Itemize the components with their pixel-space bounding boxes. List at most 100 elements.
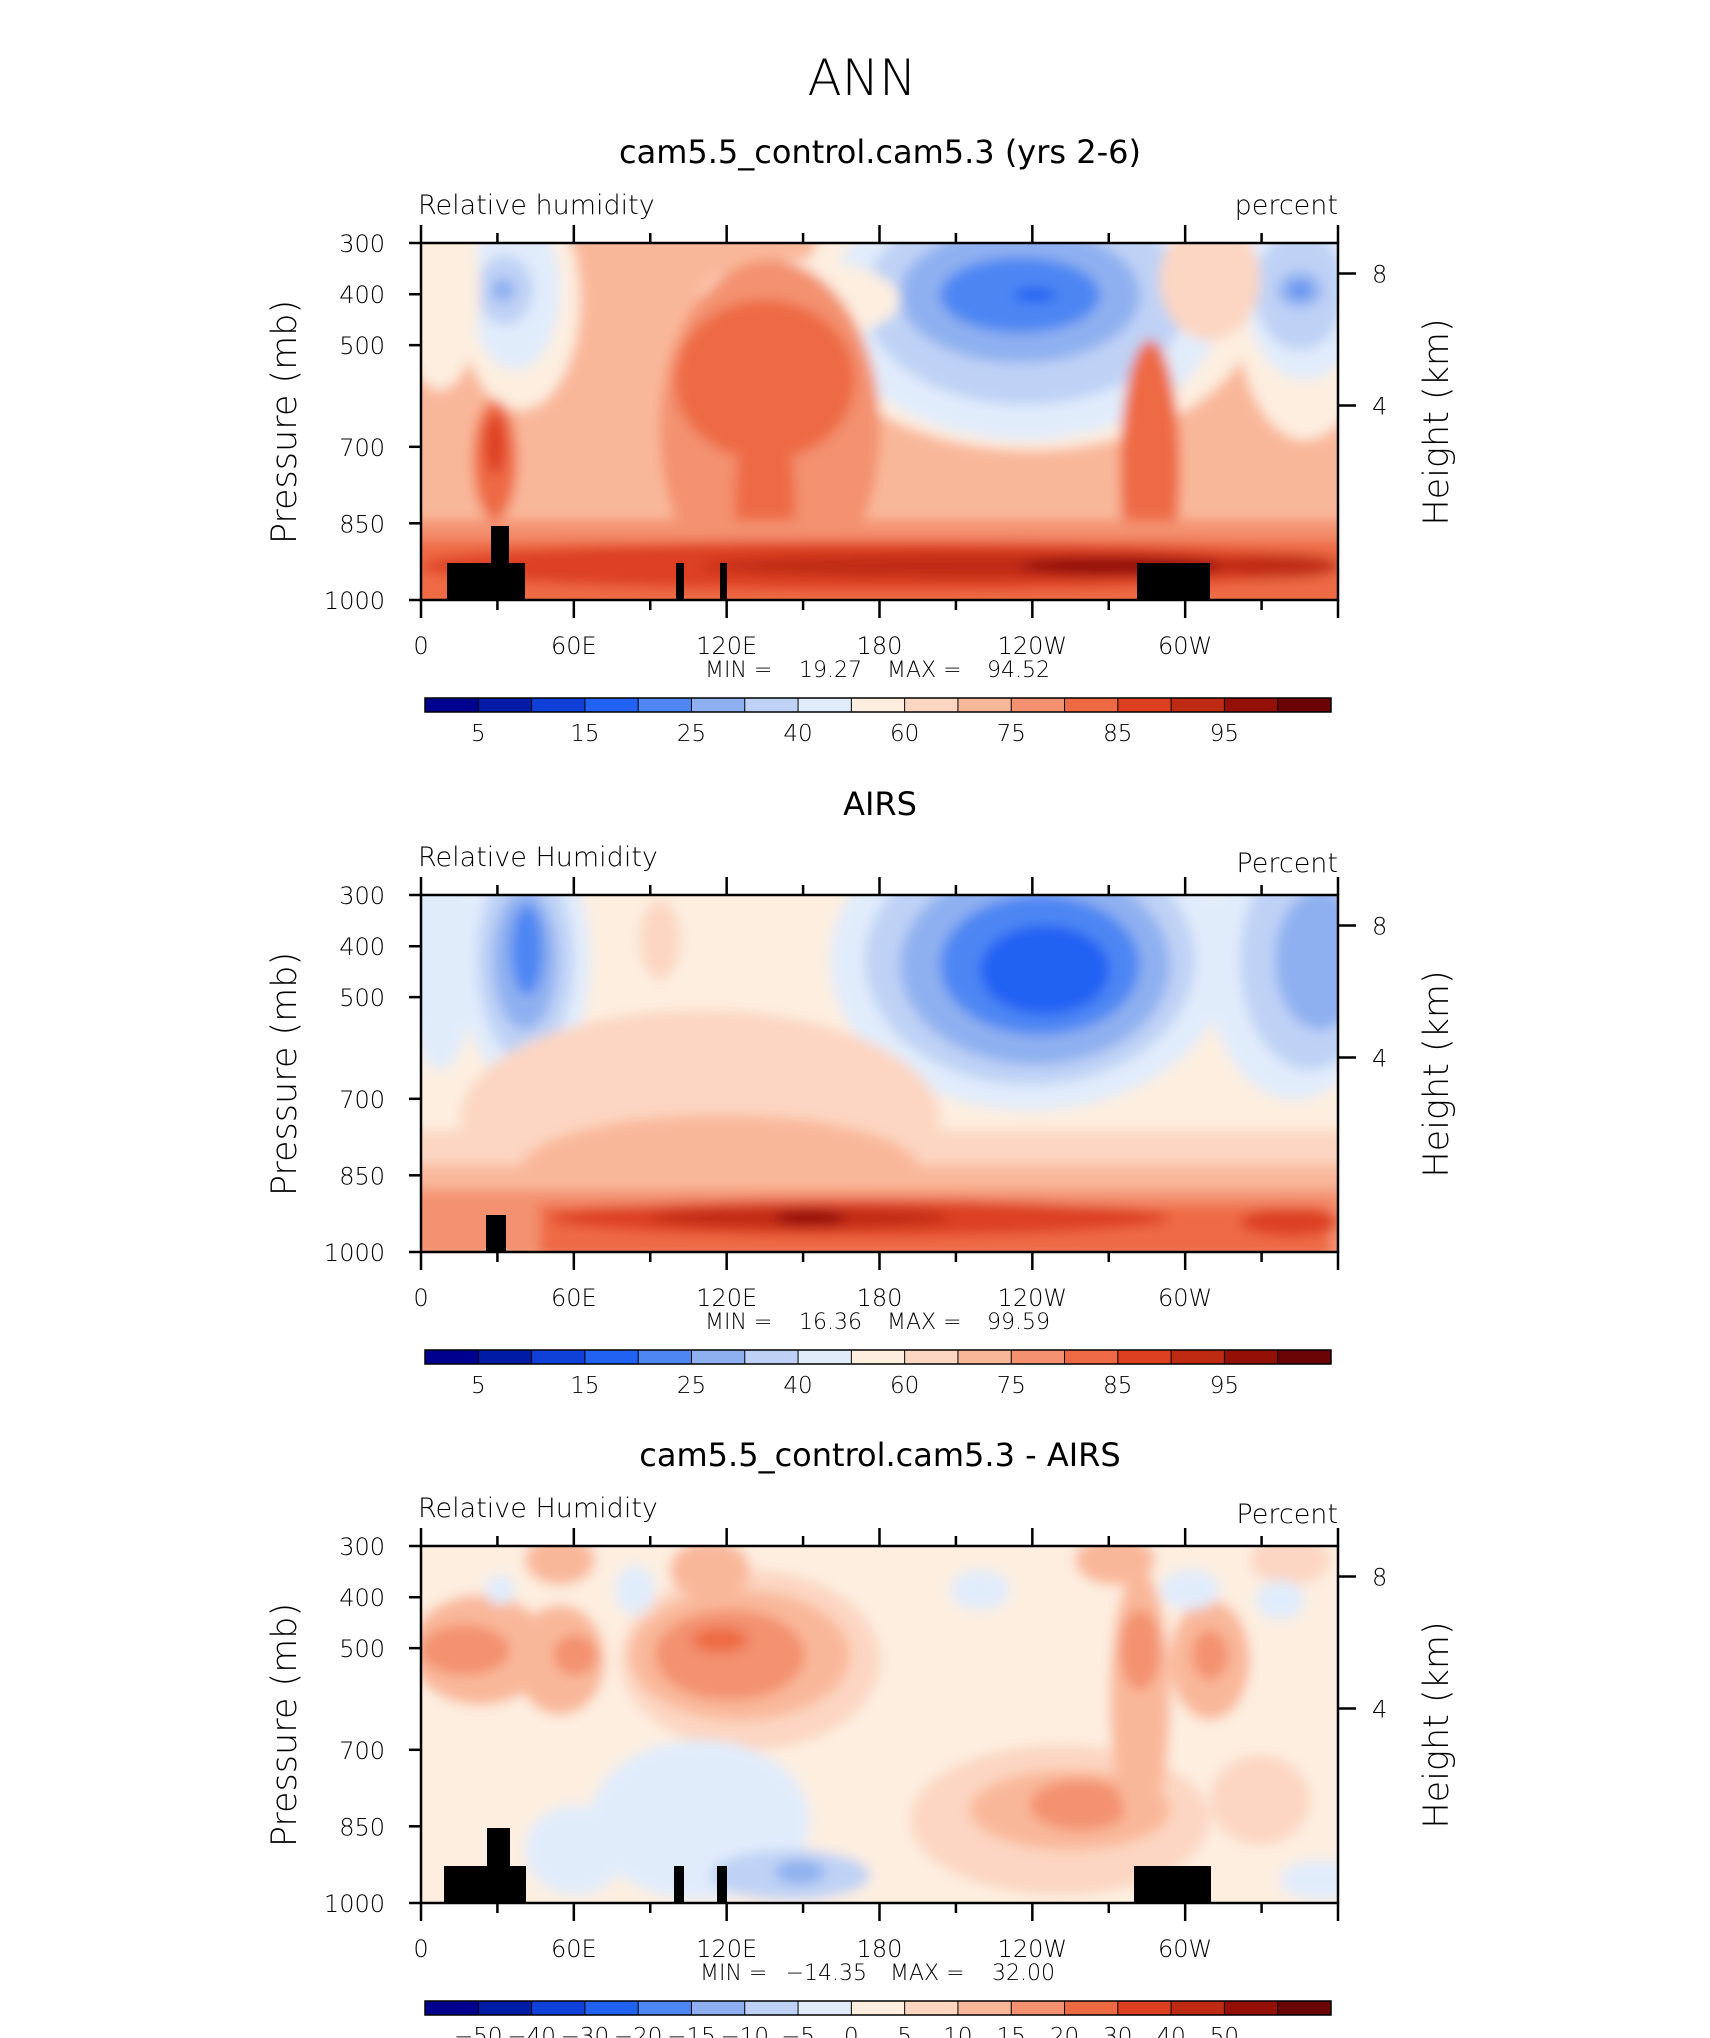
- y-tick-label: 850: [339, 510, 385, 538]
- colorbar-swatch: [957, 698, 1012, 712]
- y-tick-label: 500: [339, 1635, 385, 1663]
- colorbar-swatch: [798, 698, 852, 712]
- colorbar-label: 40: [783, 1373, 812, 1399]
- colorbar-frame: [424, 2000, 1332, 2016]
- colorbar-swatch: [478, 2001, 533, 2015]
- x-tick-label: 60E: [551, 1284, 597, 1312]
- y-tick-labels: 300 400 500 700 850 1000: [324, 230, 385, 615]
- colorbar-swatch: [1171, 2001, 1225, 2015]
- colorbar-label: 85: [1103, 721, 1132, 747]
- contour-region: [655, 1610, 805, 1700]
- units-label: Percent: [1236, 1499, 1338, 1530]
- y-tick-label: 700: [339, 1737, 385, 1765]
- colorbar-label: −40: [507, 2024, 556, 2038]
- contour-region: [1013, 288, 1057, 302]
- y-tick-label: 400: [339, 1584, 385, 1612]
- colorbar-swatch: [1064, 698, 1119, 712]
- colorbar-label: 40: [1156, 2024, 1185, 2038]
- colorbar-swatch: [904, 1350, 959, 1364]
- panel-difference: cam5.5_control.cam5.3 - AIRS Relative Hu…: [265, 1436, 1457, 2038]
- colorbar-swatch: [1011, 2001, 1066, 2015]
- y-tick-label: 300: [339, 882, 385, 910]
- contour-region: [615, 1565, 655, 1615]
- colorbar-label: −30: [561, 2024, 610, 2038]
- x-tick-label: 60W: [1158, 1284, 1212, 1312]
- colorbar-label: 15: [997, 2024, 1026, 2038]
- colorbar-label: −50: [454, 2024, 503, 2038]
- contour-region: [1192, 1630, 1228, 1680]
- colorbar-swatch: [957, 2001, 1012, 2015]
- contour-region: [553, 1635, 597, 1675]
- colorbar-swatch: [1117, 1350, 1172, 1364]
- contour-region: [670, 1546, 750, 1600]
- x-tick-label: 180: [857, 1935, 903, 1963]
- y-tick-label: 300: [339, 1533, 385, 1561]
- colorbar-label: 85: [1103, 1373, 1132, 1399]
- land-mask: [486, 1215, 506, 1252]
- contour-region: [1110, 1570, 1170, 1830]
- x-tick-label: 120E: [696, 632, 757, 660]
- colorbar-label: 10: [943, 2024, 972, 2038]
- y-tick-label: 850: [339, 1162, 385, 1190]
- max-label: MAX =: [887, 1310, 962, 1335]
- contour-region: [525, 1805, 625, 1895]
- contour-region: [1160, 1570, 1220, 1610]
- colorbar-swatch: [478, 1350, 533, 1364]
- colorbar-swatch: [798, 2001, 852, 2015]
- colorbar-swatch: [425, 698, 479, 712]
- contour-region: [421, 1625, 510, 1675]
- x-tick-label: 120W: [998, 632, 1068, 660]
- colorbar-swatch: [531, 698, 586, 712]
- colorbar-swatch: [1224, 1350, 1279, 1364]
- colorbar-label: 0: [844, 2024, 859, 2038]
- contour-region: [1030, 1780, 1130, 1830]
- contour-region: [775, 1860, 825, 1884]
- axis-ticks: [409, 877, 1356, 1270]
- colorbar-swatch: [1064, 2001, 1119, 2015]
- y-tick-labels: 300 400 500 700 850 1000: [324, 882, 385, 1267]
- contour-region: [421, 895, 475, 1070]
- colorbar-label: 60: [890, 1373, 919, 1399]
- contour-region: [1240, 1208, 1338, 1236]
- y-tick-label: 500: [339, 332, 385, 360]
- figure-title: ANN: [807, 49, 916, 107]
- contour-region: [675, 300, 855, 460]
- contour-region: [1160, 243, 1260, 340]
- colorbar-swatch: [851, 698, 906, 712]
- colorbar-swatch: [691, 1350, 746, 1364]
- y-tick-label: 500: [339, 984, 385, 1012]
- contour-region: [485, 1575, 515, 1605]
- colorbar-label: 5: [471, 1373, 486, 1399]
- colorbar-label: −10: [720, 2024, 769, 2038]
- x-tick-label: 180: [857, 632, 903, 660]
- colorbar-label: 40: [783, 721, 812, 747]
- min-value: −14.35: [786, 1961, 867, 1986]
- units-label: Percent: [1236, 848, 1338, 879]
- max-label: MAX =: [887, 658, 962, 683]
- x-tick-label: 120E: [696, 1935, 757, 1963]
- y-right-tick-labels: 84: [1372, 1563, 1387, 1723]
- colorbar-swatch: [1277, 698, 1332, 712]
- colorbar-label: 5: [471, 721, 486, 747]
- max-label: MAX =: [890, 1961, 965, 1986]
- x-tick-labels: 0 60E 120E 180 120W 60W: [413, 1935, 1212, 1963]
- y-right-tick-labels: 84: [1372, 912, 1387, 1072]
- colorbar-label: 25: [677, 1373, 706, 1399]
- y-axis-label: Pressure (mb): [265, 1603, 305, 1847]
- colorbar-swatch: [1117, 2001, 1172, 2015]
- panel-airs: AIRS Relative Humidity Percent: [265, 785, 1457, 1399]
- panel-control: cam5.5_control.cam5.3 (yrs 2-6) Relative…: [265, 133, 1457, 747]
- y-tick-label: 1000: [324, 1239, 385, 1267]
- colorbar-label: 95: [1210, 1373, 1239, 1399]
- colorbar-frame: [424, 697, 1332, 713]
- min-label: MIN =: [705, 658, 772, 683]
- colorbar-swatch: [691, 698, 746, 712]
- colorbar-swatch: [638, 698, 692, 712]
- variable-label: Relative Humidity: [418, 842, 658, 873]
- x-tick-labels: 0 60E 120E 180 120W 60W: [413, 632, 1212, 660]
- colorbar-swatch: [425, 1350, 479, 1364]
- x-tick-label: 0: [413, 1284, 428, 1312]
- contour-region: [1280, 1860, 1338, 1900]
- x-tick-label: 180: [857, 1284, 903, 1312]
